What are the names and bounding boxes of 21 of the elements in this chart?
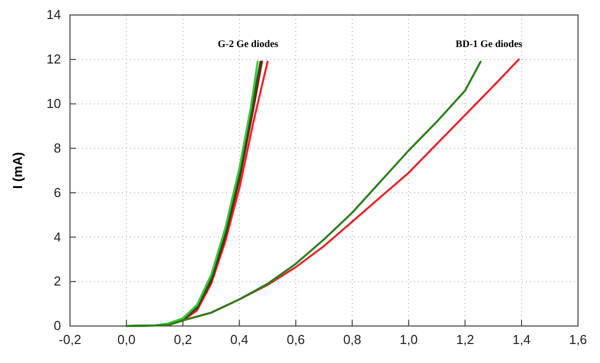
- x-tick-label: 1,4: [512, 332, 531, 348]
- y-tick-label: 6: [54, 184, 61, 200]
- x-tick-label: -0,2: [58, 332, 82, 348]
- x-tick-label: 1,2: [456, 332, 474, 348]
- y-tick-label: 2: [54, 274, 61, 289]
- x-tick-label: 1,0: [400, 332, 418, 348]
- y-tick-label: 12: [46, 52, 61, 67]
- x-tick-label: 0,4: [230, 332, 248, 348]
- y-tick-label: 10: [46, 96, 61, 112]
- annotation: G-2 Ge diodes: [218, 39, 278, 50]
- y-axis-title: I (mA): [10, 152, 25, 189]
- y-tick-label: 14: [46, 7, 61, 22]
- annotation: BD-1 Ge diodes: [456, 39, 522, 50]
- y-tick-label: 4: [54, 229, 61, 244]
- x-tick-label: 0,0: [117, 332, 136, 348]
- x-tick-label: 0,2: [174, 332, 192, 348]
- x-tick-label: 0,6: [286, 332, 305, 348]
- y-tick-label: 0: [54, 318, 61, 334]
- x-tick-label: 1,6: [568, 332, 588, 348]
- y-tick-label: 8: [54, 140, 61, 156]
- x-tick-label: 0,8: [343, 332, 362, 348]
